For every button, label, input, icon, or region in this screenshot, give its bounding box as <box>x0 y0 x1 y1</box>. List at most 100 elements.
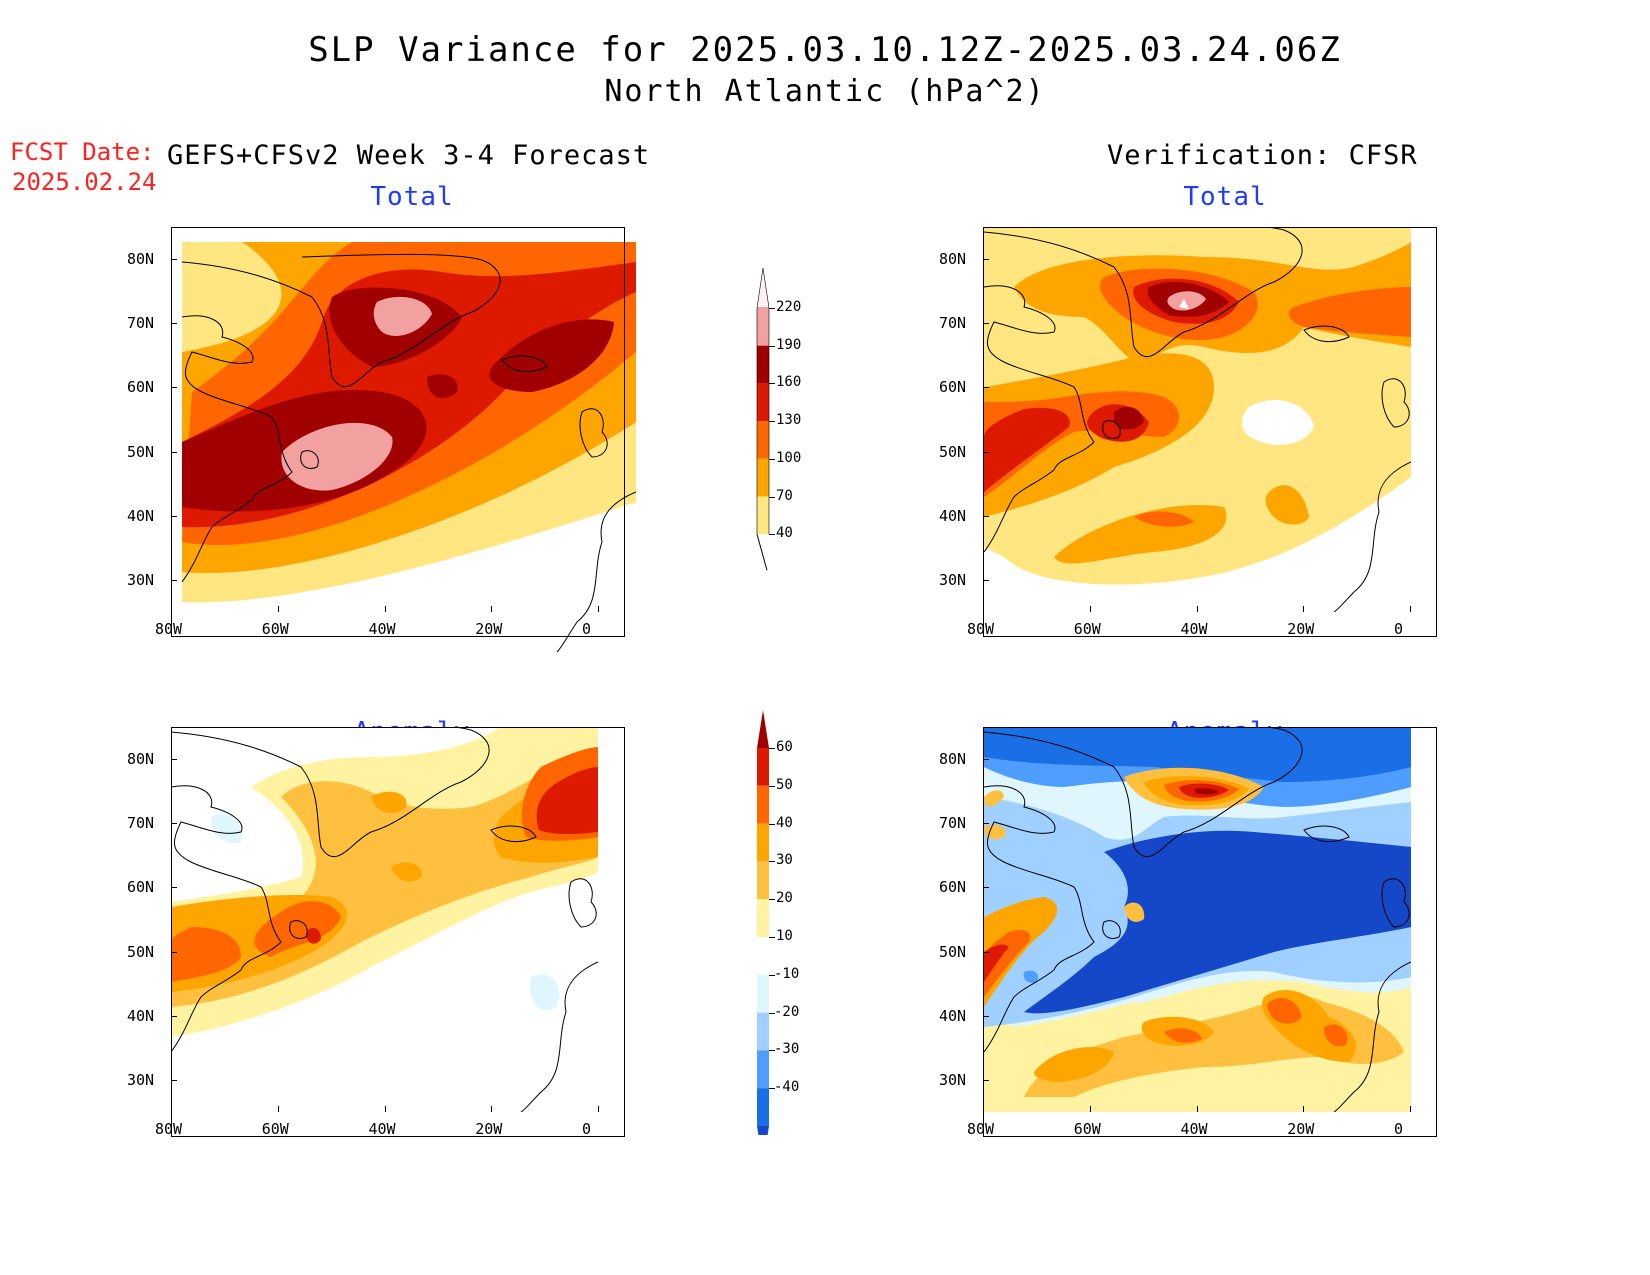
lon-tick-mark <box>1196 1106 1198 1112</box>
verification-total-map <box>984 227 1438 637</box>
colorbar-tick <box>769 861 775 863</box>
lat-tick-mark <box>171 323 177 325</box>
forecast-anomaly-map <box>171 727 625 1137</box>
colorbar-segment <box>757 899 769 937</box>
lon-tick-mark <box>598 606 599 612</box>
colorbar-tick <box>769 345 775 347</box>
lat-tick-mark <box>983 451 989 453</box>
colorbar-segment <box>757 785 769 824</box>
colorbar-segment <box>757 421 769 459</box>
lat-tick-label: 60N <box>127 378 155 397</box>
lon-tick-label: 0 <box>582 1120 592 1138</box>
lon-tick-mark <box>491 1106 493 1112</box>
colorbar-level-label: 70 <box>776 487 793 504</box>
lat-tick-label: 80N <box>127 750 155 769</box>
lon-tick-mark <box>1303 1106 1305 1112</box>
lat-tick-label: 70N <box>939 814 967 833</box>
lon-tick-mark <box>1410 606 1411 612</box>
colorbar-tick <box>769 1012 775 1014</box>
colorbar-top-extension <box>756 268 770 309</box>
lon-tick-label: 20W <box>475 1120 503 1138</box>
lon-tick-mark <box>277 606 279 612</box>
lon-tick-mark <box>1303 606 1305 612</box>
colorbar-level-label: 40 <box>776 525 793 542</box>
lon-tick-mark <box>277 1106 279 1112</box>
colorbar-segment <box>757 748 769 786</box>
colorbar-tick <box>769 974 775 976</box>
lon-tick-mark <box>1089 606 1091 612</box>
colorbar-segment <box>757 1050 769 1089</box>
lat-tick-label: 30N <box>127 1070 155 1089</box>
anomaly-colorbar <box>757 710 769 1135</box>
lon-tick-label: 20W <box>1287 1120 1315 1138</box>
lat-tick-mark <box>171 823 177 825</box>
colorbar-tick <box>769 1050 775 1052</box>
chart-subtitle: North Atlantic (hPa^2) <box>604 74 1046 109</box>
lon-tick-label: 20W <box>1287 620 1315 638</box>
lat-tick-mark <box>171 451 177 453</box>
lat-tick-mark <box>983 759 989 761</box>
colorbar-segment <box>757 383 769 422</box>
lat-tick-mark <box>171 1015 177 1017</box>
lat-tick-label: 40N <box>939 1006 967 1025</box>
lon-tick-mark <box>983 606 984 612</box>
colorbar-tick <box>769 496 775 498</box>
lon-tick-label: 40W <box>1180 1120 1208 1138</box>
colorbar-tick <box>769 308 775 309</box>
lon-tick-label: 0 <box>1394 1120 1404 1138</box>
lon-tick-label: 40W <box>368 1120 396 1138</box>
colorbar-segment <box>757 1088 769 1126</box>
lat-tick-mark <box>171 259 177 261</box>
lon-tick-label: 80W <box>155 1120 183 1138</box>
lon-tick-label: 60W <box>261 620 289 638</box>
lon-tick-mark <box>1196 606 1198 612</box>
lon-tick-mark <box>1089 1106 1091 1112</box>
colorbar-tick <box>769 421 775 423</box>
lat-tick-label: 70N <box>127 814 155 833</box>
lat-tick-mark <box>983 579 989 581</box>
lat-tick-mark <box>983 259 989 261</box>
colorbar-level-label: 190 <box>776 336 802 353</box>
lat-tick-label: 40N <box>939 506 967 525</box>
colorbar-top-extension <box>757 710 769 748</box>
lat-tick-mark <box>983 823 989 825</box>
colorbar-level-label: -40 <box>774 1079 800 1096</box>
colorbar-segment <box>757 458 769 497</box>
colorbar-segment <box>757 974 769 1013</box>
colorbar-tick <box>769 823 775 825</box>
colorbar-level-label: 130 <box>776 412 802 429</box>
lat-tick-mark <box>171 759 177 761</box>
lon-tick-mark <box>598 1106 599 1112</box>
lon-tick-label: 60W <box>1073 620 1101 638</box>
lat-tick-mark <box>171 887 177 889</box>
forecast-total-title: Total <box>370 182 454 212</box>
colorbar-tick <box>769 534 775 536</box>
colorbar-level-label: -10 <box>774 965 800 982</box>
lon-tick-label: 20W <box>475 620 503 638</box>
lon-tick-label: 0 <box>1394 620 1404 638</box>
lon-tick-label: 80W <box>155 620 183 638</box>
lon-tick-mark <box>983 1106 984 1112</box>
lat-tick-label: 50N <box>939 942 967 961</box>
colorbar-segment <box>757 496 769 535</box>
colorbar-level-label: 40 <box>776 814 793 831</box>
colorbar-segment <box>757 823 769 862</box>
verification-column-heading: Verification: CFSR <box>1107 140 1418 171</box>
colorbar-level-label: 10 <box>776 928 793 944</box>
lat-tick-label: 40N <box>127 1006 155 1025</box>
lat-tick-mark <box>983 323 989 325</box>
lat-tick-mark <box>171 951 177 953</box>
colorbar-tick <box>769 937 775 938</box>
lat-tick-label: 30N <box>939 1070 967 1089</box>
colorbar-tick <box>769 383 775 385</box>
lon-tick-label: 0 <box>582 620 592 638</box>
colorbar-tick <box>769 899 775 901</box>
lat-tick-mark <box>983 515 989 517</box>
colorbar-level-label: 220 <box>776 299 802 315</box>
lat-tick-label: 70N <box>127 314 155 333</box>
lat-tick-label: 30N <box>127 570 155 589</box>
colorbar-segment <box>757 1012 769 1051</box>
lon-tick-label: 80W <box>967 620 995 638</box>
colorbar-level-label: 60 <box>776 739 793 755</box>
lon-tick-label: 40W <box>368 620 396 638</box>
